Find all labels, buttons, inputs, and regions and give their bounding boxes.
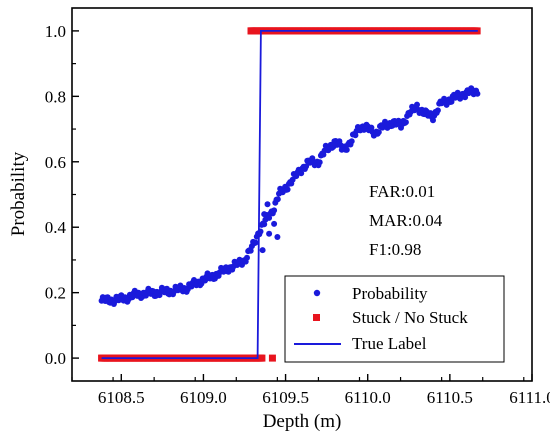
axis-ticks: 6108.5 6109.0 6109.5 6110.0 6110.5 6111.0 0.0 0… — [45, 22, 550, 407]
probability-point — [474, 90, 481, 97]
probability-point — [257, 228, 264, 235]
probability-point — [266, 230, 273, 237]
y-axis-label: Probability — [8, 151, 29, 236]
y-tick-label: 0.4 — [45, 218, 67, 237]
legend: Probability Stuck / No Stuck True Label — [284, 275, 505, 363]
y-tick-label: 0.0 — [45, 349, 66, 368]
probability-point — [284, 186, 291, 193]
probability-point — [348, 138, 355, 145]
x-tick-label: 6109.5 — [262, 388, 309, 407]
f1-metric: F1:0.98 — [369, 240, 421, 259]
probability-point — [316, 159, 323, 166]
stuck-point — [258, 354, 266, 362]
probability-point — [261, 211, 268, 218]
probability-point — [244, 254, 250, 261]
far-metric: FAR:0.01 — [369, 182, 435, 201]
x-tick-label: 6110.0 — [345, 388, 391, 407]
legend-marker-stuck — [313, 314, 320, 321]
probability-point — [303, 163, 310, 170]
x-tick-label: 6111.0 — [509, 388, 550, 407]
probability-point — [430, 117, 436, 124]
x-axis-label: Depth (m) — [263, 411, 342, 432]
probability-point — [271, 220, 278, 227]
probability-point — [298, 170, 305, 177]
mar-metric: MAR:0.04 — [369, 211, 443, 230]
x-tick-label: 6108.5 — [98, 388, 145, 407]
legend-label-stuck: Stuck / No Stuck — [352, 308, 468, 327]
probability-point — [261, 221, 268, 228]
legend-marker-probability — [313, 289, 321, 297]
stuck-point — [268, 354, 276, 362]
probability-point — [247, 247, 254, 254]
probability-point — [274, 196, 281, 203]
probability-point — [274, 234, 281, 240]
probability-point — [259, 247, 266, 254]
probability-point — [368, 124, 375, 131]
probability-point — [434, 107, 441, 114]
legend-box — [284, 275, 505, 363]
probability-point — [264, 201, 271, 208]
probability-point — [448, 98, 455, 105]
metrics-annotation: FAR:0.01 MAR:0.04 F1:0.98 — [369, 182, 443, 259]
y-tick-label: 0.2 — [45, 284, 66, 303]
x-tick-label: 6110.5 — [427, 388, 473, 407]
legend-label-probability: Probability — [352, 284, 428, 303]
data-layer — [98, 27, 481, 362]
legend-label-true-label: True Label — [352, 334, 427, 353]
probability-point — [402, 119, 409, 126]
probability-point — [462, 94, 469, 101]
true-label-line — [101, 29, 478, 360]
y-tick-label: 0.8 — [45, 87, 66, 106]
y-tick-label: 1.0 — [45, 22, 66, 41]
x-tick-label: 6109.0 — [180, 388, 227, 407]
probability-point — [343, 146, 350, 153]
probability-point — [375, 129, 382, 136]
probability-point — [271, 207, 278, 214]
probability-point — [252, 239, 259, 246]
probability-point — [414, 101, 420, 108]
y-tick-label: 0.6 — [45, 153, 66, 172]
stuck-point — [247, 27, 255, 35]
